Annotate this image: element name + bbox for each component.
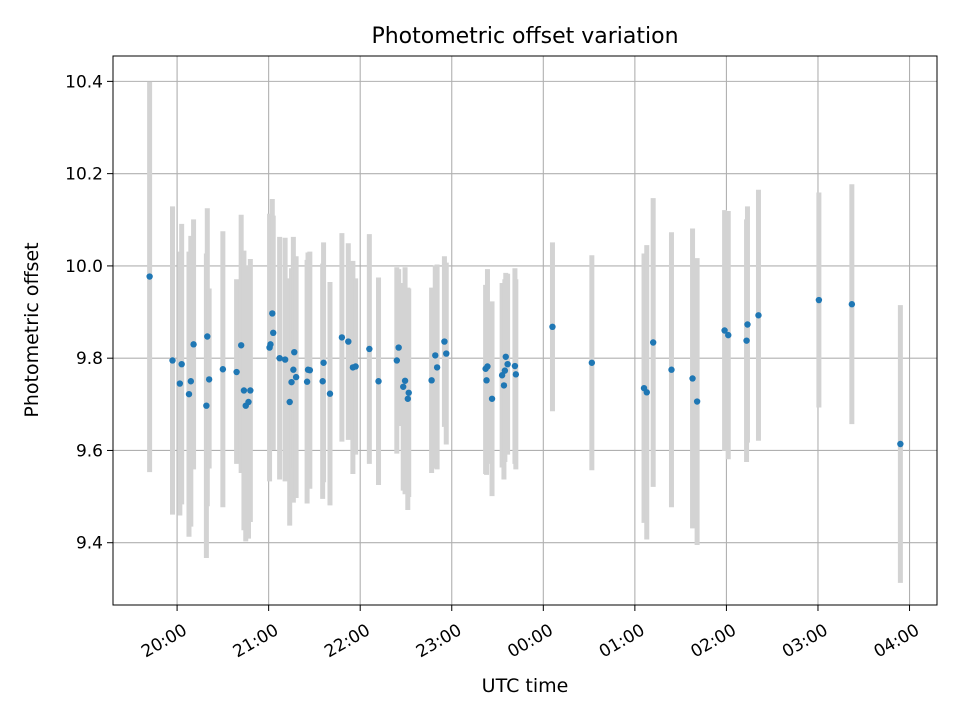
data-point <box>848 301 856 308</box>
data-point <box>178 360 185 368</box>
data-point <box>245 398 252 406</box>
data-point <box>219 366 227 373</box>
data-point <box>484 363 491 370</box>
data-point <box>428 377 435 384</box>
y-tick-label: 10.0 <box>65 257 103 277</box>
data-point <box>432 352 439 359</box>
x-axis-label: UTC time <box>482 675 569 697</box>
data-point <box>649 339 657 346</box>
data-point <box>441 338 448 345</box>
data-point <box>205 376 213 383</box>
data-point <box>366 345 373 353</box>
data-point <box>352 363 359 370</box>
data-point <box>269 310 276 317</box>
data-point <box>247 387 254 394</box>
data-point <box>512 371 520 378</box>
data-point <box>897 440 904 448</box>
data-point <box>286 398 293 406</box>
data-point <box>400 383 407 390</box>
data-point <box>668 366 675 373</box>
data-point <box>291 348 298 356</box>
data-point <box>501 367 509 374</box>
data-point <box>338 334 346 341</box>
data-point <box>405 389 412 396</box>
data-point <box>185 390 193 398</box>
data-point <box>281 356 289 363</box>
data-point <box>306 366 314 374</box>
data-point <box>743 337 750 344</box>
chart-title: Photometric offset variation <box>371 24 678 49</box>
data-point <box>288 378 295 386</box>
data-point <box>276 354 283 362</box>
data-point <box>267 341 274 348</box>
y-tick-label: 9.6 <box>76 441 103 461</box>
data-point <box>725 331 732 339</box>
data-point <box>237 342 245 349</box>
data-point <box>303 378 311 385</box>
data-point <box>292 373 300 381</box>
data-point <box>443 350 450 357</box>
y-tick-label: 10.2 <box>65 165 103 185</box>
data-point <box>146 273 153 280</box>
data-point <box>190 341 197 348</box>
data-point <box>401 377 409 384</box>
data-point <box>395 344 402 351</box>
data-point <box>643 389 650 396</box>
data-point <box>204 333 211 340</box>
data-point <box>693 398 701 405</box>
data-point <box>483 377 490 384</box>
data-point <box>498 372 506 379</box>
data-point <box>504 360 511 368</box>
data-point <box>320 359 327 366</box>
data-point <box>549 323 556 331</box>
y-tick-label: 9.8 <box>76 349 103 369</box>
y-tick-label: 9.4 <box>76 534 103 554</box>
data-point <box>319 378 326 385</box>
y-axis-label: Photometric offset <box>21 242 43 417</box>
data-point <box>511 362 519 370</box>
data-point <box>375 378 382 385</box>
data-point <box>203 402 210 409</box>
data-point <box>502 353 509 360</box>
data-point <box>270 329 277 337</box>
data-point <box>176 380 184 387</box>
data-point <box>404 395 412 402</box>
data-point <box>815 296 823 304</box>
axes-frame <box>112 55 938 606</box>
data-point <box>345 338 352 345</box>
y-tick-label: 10.4 <box>65 72 103 92</box>
data-point <box>433 364 441 371</box>
data-point <box>488 395 496 402</box>
data-point <box>689 375 696 382</box>
data-point <box>744 321 751 328</box>
data-point <box>187 378 195 385</box>
data-point <box>326 390 334 397</box>
data-point <box>240 387 248 394</box>
data-point <box>169 357 176 364</box>
data-point <box>233 368 240 376</box>
data-point <box>721 327 728 334</box>
data-point <box>290 366 297 373</box>
data-point <box>755 312 762 319</box>
data-point <box>393 357 401 364</box>
data-points <box>146 273 904 448</box>
data-point <box>588 359 596 366</box>
data-point <box>500 382 508 389</box>
